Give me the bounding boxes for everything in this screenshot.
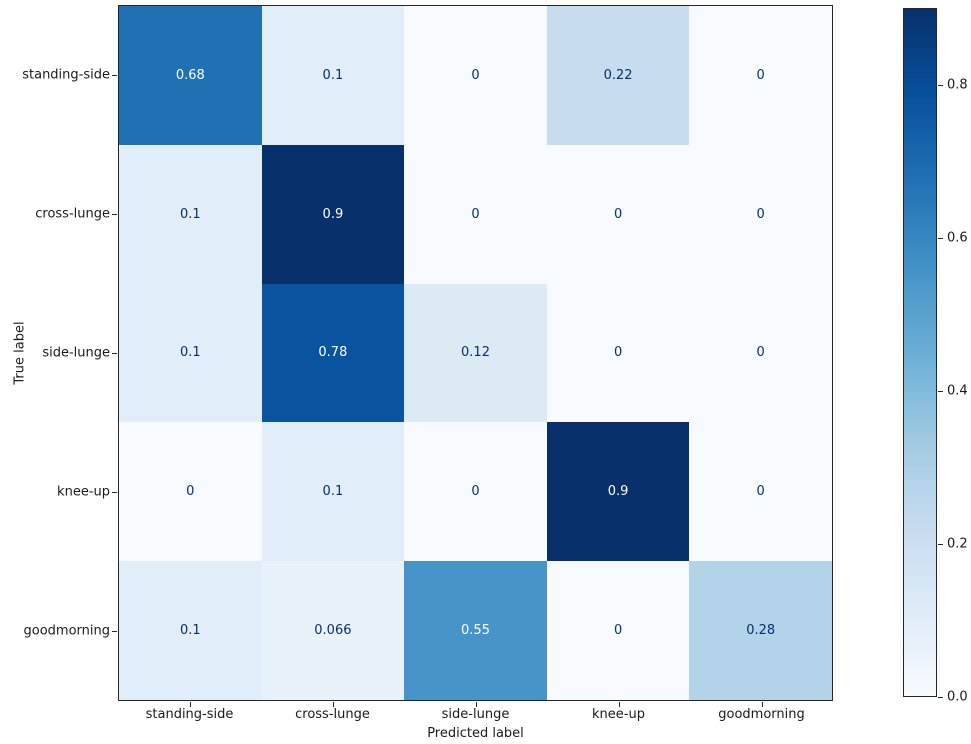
- colorbar-tick-label: 0.4: [947, 383, 968, 399]
- cell-value: 0.78: [318, 345, 348, 361]
- x-axis-title: Predicted label: [427, 726, 524, 741]
- cell-value: 0.12: [461, 345, 490, 361]
- heatmap-cell: 0.1: [261, 6, 405, 145]
- heatmap-cell: 0: [546, 144, 690, 284]
- cell-value: 0.1: [322, 484, 344, 500]
- cell-value: 0.1: [179, 623, 201, 639]
- heatmap-cell: 0: [689, 422, 832, 562]
- heatmap-cell: 0.1: [119, 144, 262, 284]
- cell-value: 0: [471, 206, 480, 222]
- cell-value: 0.1: [322, 67, 344, 83]
- heatmap-cell: 0.9: [546, 422, 690, 562]
- x-tick-mark: [189, 702, 191, 707]
- y-tick-mark: [112, 492, 117, 494]
- heatmap-cell: 0: [689, 6, 832, 145]
- heatmap-cell: 0: [689, 144, 832, 284]
- heatmap-cell: 0.55: [404, 561, 547, 700]
- x-tick-mark: [475, 702, 477, 707]
- colorbar-tick-label: 0.8: [947, 77, 968, 93]
- heatmap-cell: 0: [404, 422, 547, 562]
- heatmap-cell: 0.28: [689, 561, 832, 700]
- colorbar-tick-label: 0.0: [947, 689, 968, 705]
- cell-value: 0.066: [314, 623, 352, 639]
- heatmap-cell: 0: [404, 144, 547, 284]
- x-tick-label: goodmorning: [718, 707, 805, 722]
- heatmap-cell: 0.066: [261, 561, 405, 700]
- heatmap-cell: 0.9: [261, 144, 405, 284]
- cell-value: 0: [756, 67, 765, 83]
- cell-value: 0: [756, 345, 765, 361]
- cell-value: 0: [756, 484, 765, 500]
- cell-value: 0: [471, 484, 480, 500]
- y-axis-title: True label: [12, 321, 28, 385]
- x-tick-label: cross-lunge: [295, 707, 370, 722]
- cell-value: 0.28: [746, 623, 776, 639]
- cell-value: 0.68: [175, 67, 205, 83]
- y-tick-label: standing-side: [22, 67, 110, 83]
- colorbar: [903, 8, 937, 697]
- x-tick-mark: [761, 702, 763, 707]
- colorbar-tick-mark: [938, 390, 943, 392]
- heatmap-cell: 0.1: [119, 561, 262, 700]
- cell-value: 0.1: [179, 345, 201, 361]
- cell-value: 0.55: [461, 623, 490, 639]
- colorbar-tick-mark: [938, 697, 943, 698]
- x-tick-mark: [618, 702, 620, 707]
- cell-value: 0: [613, 623, 623, 639]
- cell-value: 0.9: [607, 484, 629, 500]
- colorbar-tick-label: 0.6: [947, 230, 968, 246]
- colorbar-tick-mark: [938, 237, 943, 239]
- y-tick-label: knee-up: [57, 484, 110, 500]
- heatmap-cell: 0.12: [404, 283, 547, 423]
- cell-value: 0: [186, 484, 195, 500]
- heatmap-cell: 0.1: [119, 283, 262, 423]
- y-tick-label: goodmorning: [23, 623, 111, 639]
- x-tick-mark: [332, 702, 334, 707]
- heatmap-cell: 0: [119, 422, 262, 562]
- colorbar-tick-mark: [938, 84, 943, 86]
- cell-value: 0: [613, 206, 623, 222]
- heatmap-cell: 0: [546, 561, 690, 700]
- y-tick-mark: [112, 213, 117, 215]
- cell-value: 0.9: [322, 206, 344, 222]
- cell-value: 0: [756, 206, 765, 222]
- cell-value: 0.22: [603, 67, 633, 83]
- colorbar-tick-mark: [938, 543, 943, 545]
- cell-value: 0: [471, 67, 480, 83]
- cell-value: 0: [613, 345, 623, 361]
- y-tick-mark: [112, 631, 117, 633]
- heatmap-cell: 0: [546, 283, 690, 423]
- heatmap-cell: 0.22: [546, 6, 690, 145]
- y-tick-mark: [112, 74, 117, 76]
- heatmap-cell: 0: [404, 6, 547, 145]
- heatmap-plot-area: 0.68 0.1 0 0.22 0 0.1 0.9 0 0 0 0.1 0.78 0.12 0 0 0 0.1 0…: [118, 5, 833, 701]
- colorbar-tick-label: 0.2: [947, 536, 968, 552]
- y-tick-label: cross-lunge: [35, 206, 110, 222]
- x-tick-label: standing-side: [145, 707, 234, 722]
- heatmap-cell: 0.68: [119, 6, 262, 145]
- cell-value: 0.1: [179, 206, 201, 222]
- x-tick-label: side-lunge: [441, 707, 510, 722]
- heatmap-grid: 0.68 0.1 0 0.22 0 0.1 0.9 0 0 0 0.1 0.78 0.12 0 0 0 0.1 0…: [119, 6, 832, 700]
- heatmap-cell: 0.78: [261, 283, 405, 423]
- y-tick-label: side-lunge: [42, 345, 110, 361]
- x-tick-label: knee-up: [592, 707, 645, 722]
- heatmap-cell: 0.1: [261, 422, 405, 562]
- y-tick-mark: [112, 353, 117, 354]
- heatmap-cell: 0: [689, 283, 832, 423]
